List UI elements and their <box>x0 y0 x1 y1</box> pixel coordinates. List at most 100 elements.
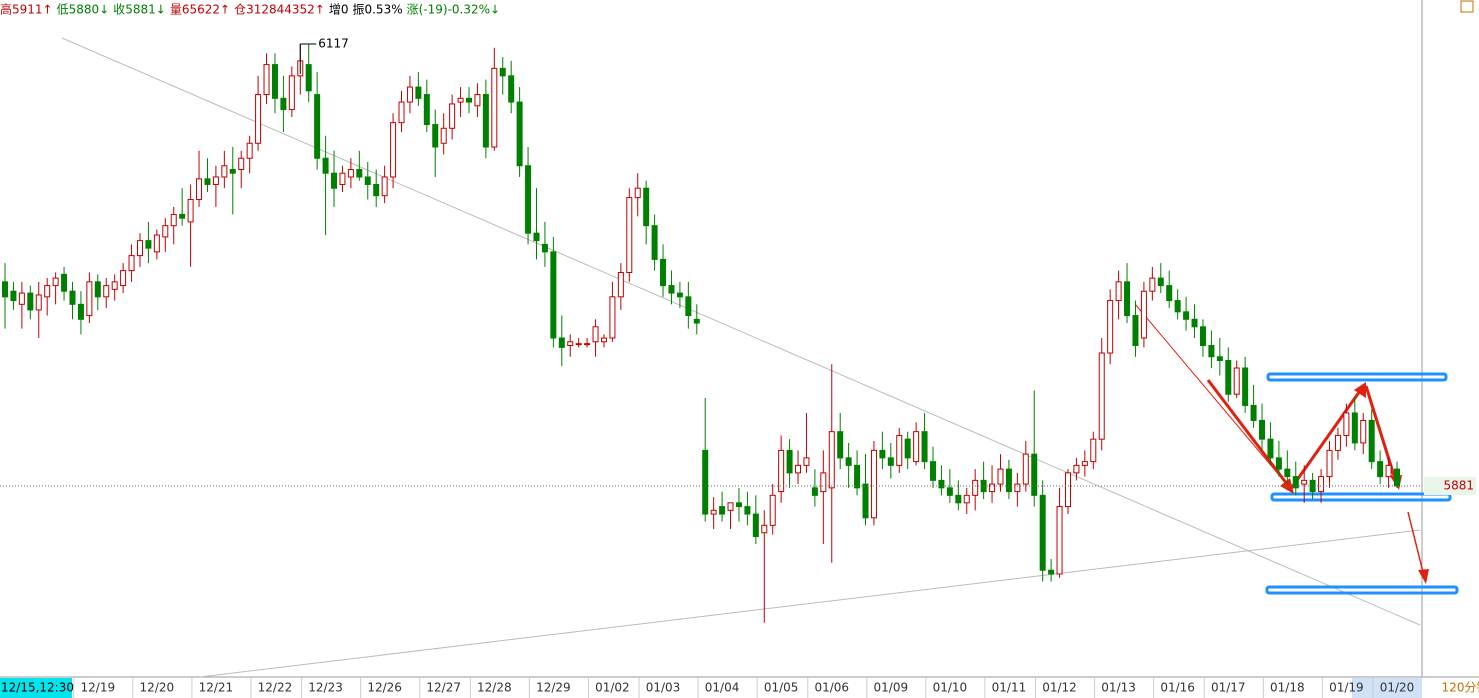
candle-body <box>1132 315 1139 347</box>
candle-body <box>423 94 430 126</box>
candle-body <box>820 472 827 493</box>
candle-body <box>769 494 776 526</box>
candle-body <box>1267 438 1274 459</box>
window-icon[interactable] <box>1460 0 1474 13</box>
candle-body <box>1056 506 1063 575</box>
x-tick-label: 12/29 <box>536 681 571 695</box>
x-tick-label: 01/16 <box>1160 681 1195 695</box>
candle-body <box>10 290 17 302</box>
candle-body <box>1039 494 1046 571</box>
period-label: 120分钟 <box>1442 680 1479 695</box>
candle-body <box>44 285 51 298</box>
candle-body <box>1326 449 1333 478</box>
candle-body <box>592 326 599 343</box>
x-tick-label: 01/17 <box>1211 681 1246 695</box>
candle-body <box>896 434 903 466</box>
candle-body <box>1048 569 1055 575</box>
candle-body <box>61 273 68 292</box>
candle-body <box>778 449 785 493</box>
x-tick-label: 01/03 <box>646 681 681 695</box>
header-item: 高5911↑ <box>0 2 53 17</box>
axis-highlight <box>1352 678 1422 698</box>
candle-body <box>356 168 363 178</box>
candle-body <box>204 178 211 185</box>
candle-body <box>398 101 405 124</box>
candle-body <box>1098 352 1105 440</box>
candle-body <box>879 449 886 459</box>
last-price-bg <box>1424 476 1476 495</box>
candle-body <box>1284 468 1291 478</box>
candle-body <box>18 292 25 305</box>
candle-body <box>212 176 219 185</box>
x-tick-label: 01/13 <box>1101 681 1136 695</box>
candle-body <box>693 318 700 324</box>
candle-body <box>1140 290 1147 339</box>
candle-body <box>271 64 278 99</box>
candle-body <box>1149 277 1156 292</box>
candle-body <box>120 270 127 287</box>
x-tick-label: 12/26 <box>367 681 402 695</box>
candle-body <box>1191 318 1198 328</box>
candle-body <box>930 461 936 481</box>
candle-body <box>1014 483 1021 493</box>
last-price-label: 5881 <box>1443 478 1474 492</box>
candle-body <box>246 142 253 159</box>
candle-body <box>491 67 498 148</box>
candle-body <box>94 281 101 298</box>
cursor-label-bg <box>0 678 72 698</box>
candle-body <box>2 281 8 298</box>
candle-body <box>179 213 186 219</box>
candle-body <box>676 292 683 298</box>
high-marker-label: 6117 <box>318 37 349 51</box>
candle-body <box>1394 468 1400 487</box>
candle-body <box>972 479 979 496</box>
candle-body <box>651 225 658 260</box>
trend-lines <box>61 37 1421 678</box>
candle-body <box>541 243 548 253</box>
candle-body <box>1166 285 1173 302</box>
candle-body <box>482 94 489 148</box>
candle-body <box>938 479 945 489</box>
candle-body <box>626 197 633 273</box>
candle-body <box>584 343 591 346</box>
candle-body <box>1318 476 1325 493</box>
candle-body <box>27 292 34 311</box>
candle-body <box>103 285 110 298</box>
header-item: 涨(-19)-0.32%↓ <box>407 2 500 17</box>
candle-body <box>1090 438 1097 463</box>
candle-body <box>921 431 928 463</box>
header-item: 收5881↓ <box>113 3 166 17</box>
zone-boxes <box>1265 372 1459 595</box>
x-tick-label: 01/20 <box>1380 681 1415 695</box>
candle-body <box>1292 476 1299 489</box>
candle-body <box>516 101 523 167</box>
candle-body <box>887 457 894 466</box>
header: 高5911↑ 低5880↓ 收5881↓ 量65622↑ 仓312844352↑ 增0 振0… <box>0 2 500 17</box>
candle-body <box>373 183 380 197</box>
candle-body <box>744 506 751 515</box>
candle-body <box>946 487 953 496</box>
candle-body <box>862 483 869 519</box>
candle-body <box>795 464 802 474</box>
candle-body <box>752 513 759 538</box>
candle-body <box>1225 360 1232 395</box>
candle-body <box>1385 464 1392 478</box>
candle-body <box>1242 367 1249 406</box>
candle-body <box>1377 461 1384 478</box>
candle-body <box>415 86 422 99</box>
candle-body <box>904 438 911 459</box>
candle-body <box>533 232 540 242</box>
candle-body <box>761 524 768 534</box>
x-tick-label: 01/04 <box>705 681 740 695</box>
candle-body <box>1208 345 1215 358</box>
candle-body <box>600 337 607 343</box>
header-item: 增0 <box>329 3 349 17</box>
candle-body <box>288 75 295 111</box>
candle-body <box>77 303 84 320</box>
candle-body <box>52 277 59 287</box>
candle-body <box>1174 300 1181 313</box>
candle-body <box>381 176 388 197</box>
candle-body <box>322 157 329 174</box>
